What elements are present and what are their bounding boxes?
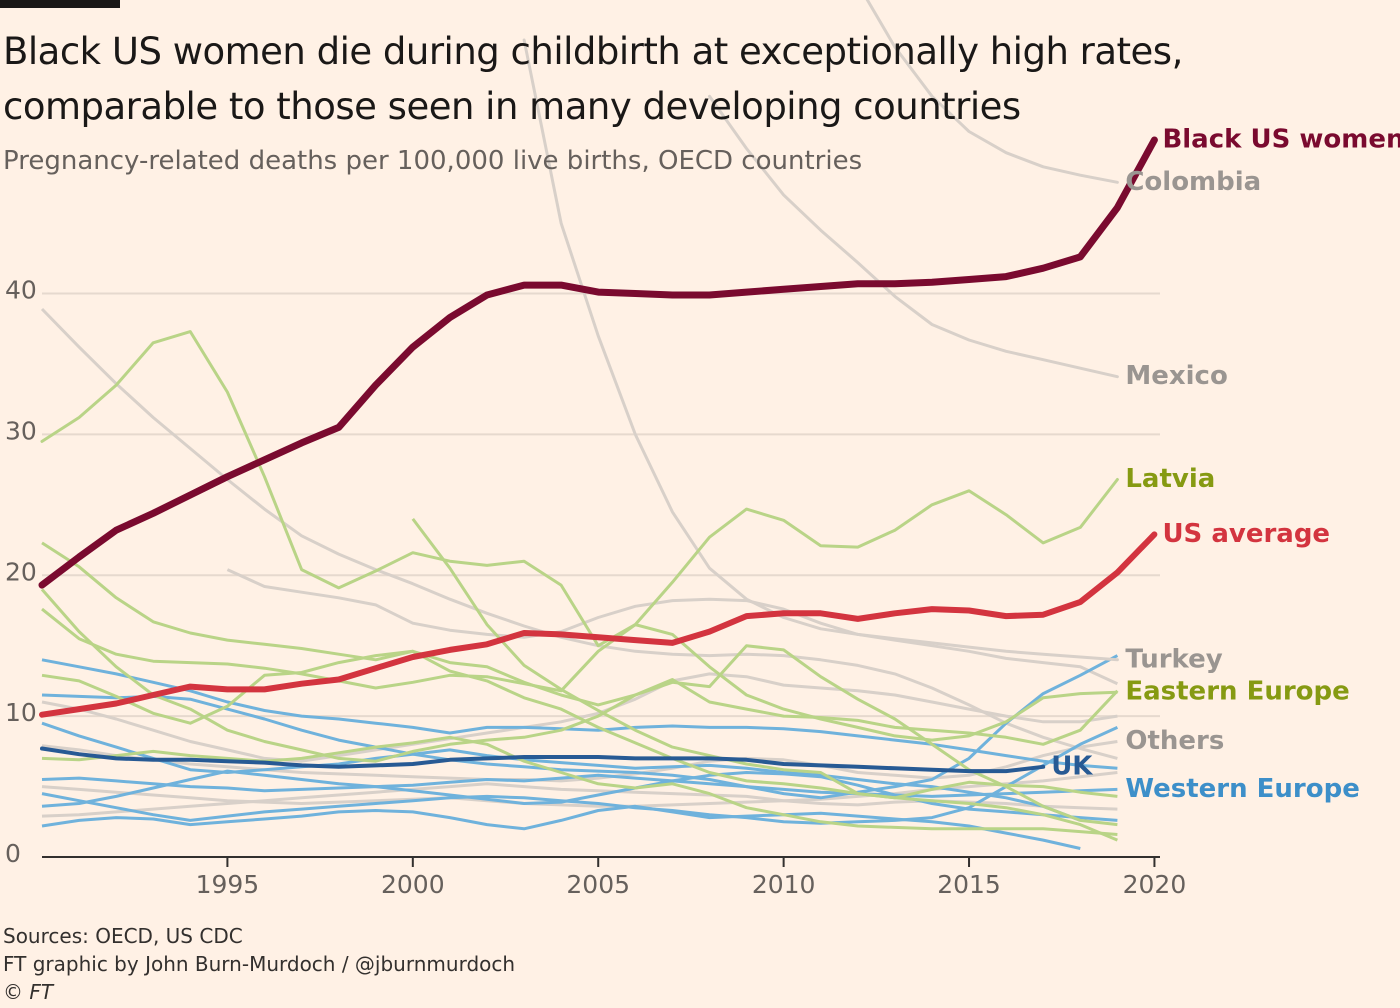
country-line — [226, 568, 1119, 686]
series-line — [39, 531, 1158, 718]
series-label: Turkey — [1125, 644, 1222, 674]
country-line — [41, 735, 1118, 836]
grid: 0 10 20 30 40 1995 2000 2005 2010 2015 2020 — [5, 276, 1186, 899]
source: Sources: OECD, US CDC — [3, 924, 243, 948]
credit: FT graphic by John Burn-Murdoch / @jburn… — [3, 952, 516, 976]
country-line — [41, 804, 1081, 850]
series-line — [38, 136, 1158, 589]
country-line — [41, 654, 1119, 800]
y-tick-label: 40 — [5, 276, 37, 305]
series-label: US average — [1162, 519, 1330, 549]
chart-title: Black US women die during childbirth at … — [3, 30, 1183, 128]
x-tick-label: 2015 — [937, 870, 1001, 899]
y-tick-label: 10 — [5, 698, 37, 727]
copyright: © FT — [3, 980, 54, 1004]
series-label: Black US women — [1162, 125, 1400, 155]
x-tick-label: 2010 — [752, 870, 816, 899]
lines — [38, 0, 1158, 850]
group-label: Others — [1125, 726, 1224, 756]
series-line — [40, 330, 1119, 648]
x-tick-label: 2020 — [1123, 870, 1187, 899]
country-line — [41, 607, 1118, 742]
country-line — [41, 721, 1081, 822]
y-tick-label: 30 — [5, 416, 37, 445]
country-line — [40, 588, 1119, 763]
country-line — [41, 541, 1118, 842]
y-tick-label: 0 — [5, 839, 21, 868]
series-label: Latvia — [1125, 464, 1215, 494]
ft-bar — [0, 0, 120, 8]
series-label: Colombia — [1125, 167, 1261, 197]
x-tick-label: 1995 — [196, 870, 260, 899]
country-line — [41, 726, 1119, 825]
group-label: Eastern Europe — [1125, 677, 1349, 707]
series-line — [522, 38, 1119, 662]
series-line — [40, 746, 1046, 774]
x-tick-label: 2000 — [381, 870, 445, 899]
labels: Others Western Europe Eastern Europe Colomb… — [1051, 125, 1400, 804]
series-line — [865, 0, 1119, 184]
country-line — [40, 307, 1118, 760]
country-line — [41, 769, 1118, 822]
y-tick-label: 20 — [5, 557, 37, 586]
x-tick-label: 2005 — [566, 870, 630, 899]
series-label: Mexico — [1125, 361, 1227, 391]
country-line — [41, 644, 1118, 827]
country-line — [41, 658, 1118, 770]
series-label: UK — [1051, 751, 1093, 781]
series-line — [708, 94, 1119, 379]
group-label: Western Europe — [1125, 774, 1360, 804]
chart-subtitle: Pregnancy-related deaths per 100,000 liv… — [3, 146, 863, 176]
